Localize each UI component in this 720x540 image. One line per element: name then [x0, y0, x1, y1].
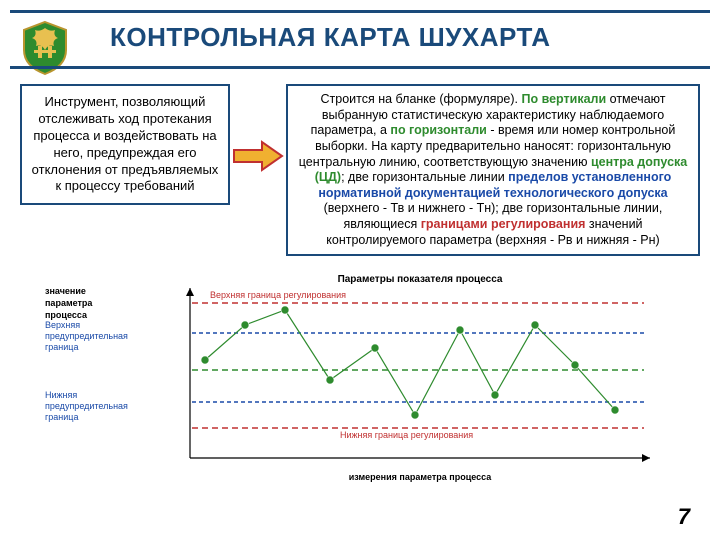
- content-row: Инструмент, позволяющий отслеживать ход …: [0, 70, 720, 256]
- svg-text:Параметры показателя процесса: Параметры показателя процесса: [338, 274, 503, 285]
- svg-text:Нижняя граница регулирования: Нижняя граница регулирования: [340, 430, 473, 440]
- svg-text:Верхняя: Верхняя: [45, 320, 80, 330]
- definition-box: Инструмент, позволяющий отслеживать ход …: [20, 84, 230, 205]
- svg-text:измерения параметра процесса: измерения параметра процесса: [349, 472, 493, 482]
- arrow-icon: [230, 84, 286, 173]
- svg-text:процесса: процесса: [45, 310, 88, 320]
- svg-text:предупредительная: предупредительная: [45, 331, 128, 341]
- svg-text:значение: значение: [45, 286, 86, 296]
- control-chart: Параметры показателя процесса значение пар…: [40, 270, 680, 495]
- description-box: Строится на бланке (формуляре). По верти…: [286, 84, 700, 256]
- svg-text:граница: граница: [45, 412, 78, 422]
- svg-text:предупредительная: предупредительная: [45, 401, 128, 411]
- header-rule-top: [10, 10, 710, 13]
- svg-text:граница: граница: [45, 342, 78, 352]
- svg-text:Нижняя: Нижняя: [45, 390, 77, 400]
- page-number: 7: [678, 504, 690, 530]
- page-title: КОНТРОЛЬНАЯ КАРТА ШУХАРТА: [110, 22, 551, 53]
- svg-text:параметра: параметра: [45, 298, 93, 308]
- svg-text:Верхняя граница регулирования: Верхняя граница регулирования: [210, 290, 346, 300]
- header: КОНТРОЛЬНАЯ КАРТА ШУХАРТА: [0, 0, 720, 70]
- header-rule-bottom: [10, 66, 710, 69]
